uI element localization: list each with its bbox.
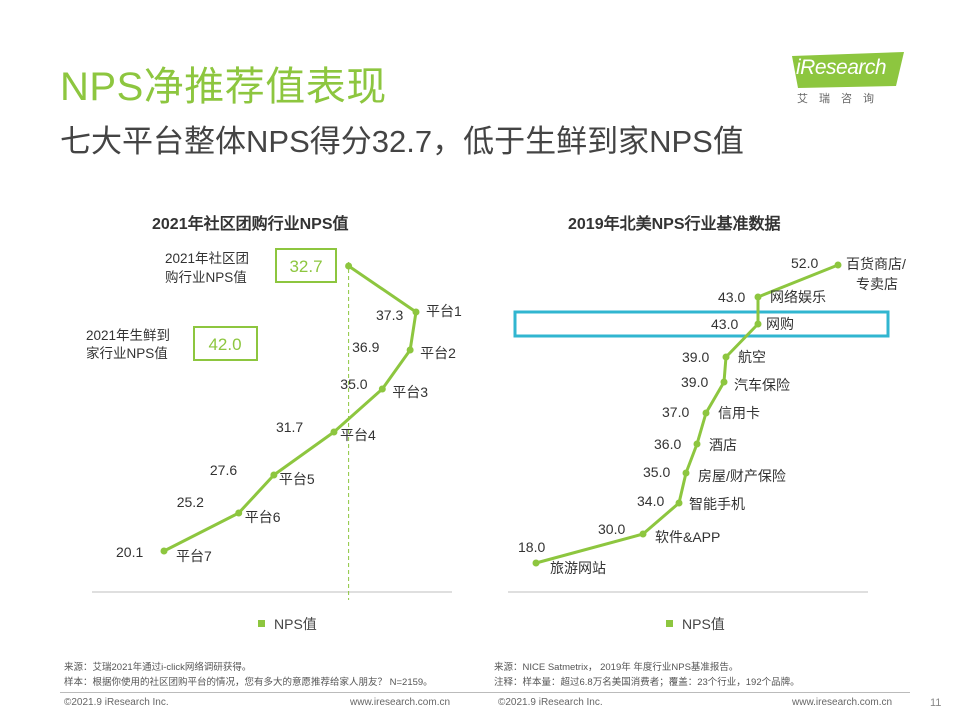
right-category-label-8: 房屋/财产保险 [698,468,786,484]
right-category-label-10: 软件&APP [655,529,720,545]
logo-cn-text: 艾瑞咨询 [797,93,885,105]
logo-badge-shape [792,52,904,88]
industry-value-text: 32.7 [289,257,322,276]
fresh-label-line2: 家行业NPS值 [86,345,168,361]
right-value-label-6: 37.0 [662,404,689,420]
left-point-2 [406,346,414,354]
right-point-8 [682,469,690,477]
right-chart-title: 2019年北美NPS行业基准数据 [568,216,781,233]
left-point-7 [160,547,168,555]
right-category-label-11: 旅游网站 [550,560,606,576]
right-category-label-3: 网购 [766,316,794,332]
left-point-3 [378,385,386,393]
right-point-7 [693,440,701,448]
left-chart-title: 2021年社区团购行业NPS值 [152,216,349,233]
right-value-label-5: 39.0 [681,374,708,390]
footer-copyright-right: ©2021.9 iResearch Inc. [498,697,603,708]
right-point-3 [754,320,762,328]
left-point-1 [412,308,420,316]
left-category-label-1: 平台1 [426,303,462,319]
left-legend-label: NPS值 [274,616,317,632]
right-point-9 [675,499,683,507]
iresearch-logo: iResearch 艾瑞咨询 [792,52,910,106]
left-note-sample: 样本：根据你使用的社区团购平台的情况，您有多大的意愿推荐给家人朋友？ N=215… [64,677,433,688]
fresh-label-line1: 2021年生鲜到 [86,328,170,343]
left-point-6 [235,509,243,517]
right-value-label-9: 34.0 [637,493,664,509]
logo-brand-text: iResearch [796,56,887,79]
right-category-label-7: 酒店 [709,437,737,453]
left-point-4 [330,428,338,436]
footer-url-left: www.iresearch.com.cn [350,697,451,708]
right-category-label-1: 百货商店/ [846,256,906,272]
left-category-label-6: 平台6 [245,509,281,525]
left-value-label-4: 31.7 [276,419,303,435]
right-notes: 来源：NICE Satmetrix， 2019年 年度行业NPS基准报告。 注释… [494,660,800,690]
industry-label-line2: 购行业NPS值 [165,270,247,285]
industry-label-line1: 2021年社区团 [165,251,249,266]
right-point-6 [702,409,710,417]
right-value-label-11: 18.0 [518,539,545,555]
right-legend-label: NPS值 [682,616,725,632]
right-note-source: 来源：NICE Satmetrix， 2019年 年度行业NPS基准报告。 [494,662,739,673]
right-category-label-5: 汽车保险 [734,377,790,393]
highlight-box-online-shopping [513,310,890,338]
right-value-label-4: 39.0 [682,349,709,365]
industry-value-box [275,248,337,283]
left-value-label-2: 36.9 [352,339,379,355]
footer-url-right: www.iresearch.com.cn [792,697,893,708]
footer-copyright-left: ©2021.9 iResearch Inc. [64,697,169,708]
right-value-label-1: 52.0 [791,255,818,271]
left-category-label-7: 平台7 [176,548,212,564]
left-value-label-6: 25.2 [177,494,204,510]
right-category-label-1-line2: 专卖店 [856,276,898,292]
right-category-label-6: 信用卡 [718,405,760,421]
legend-marker [666,619,673,627]
right-value-label-8: 35.0 [643,464,670,480]
right-legend: NPS值 [666,614,725,634]
left-value-label-7: 20.1 [116,544,143,560]
right-value-label-7: 36.0 [654,436,681,452]
left-notes: 来源：艾瑞2021年通过i-click网络调研获得。 样本：根据你使用的社区团购… [64,660,433,690]
left-value-label-1: 37.3 [376,307,403,323]
page-subtitle: 七大平台整体NPS得分32.7，低于生鲜到家NPS值 [60,124,744,159]
left-value-label-3: 35.0 [340,376,367,392]
page-title: NPS净推荐值表现 [60,65,387,109]
footer-divider [60,692,910,693]
right-point-1 [834,261,842,269]
right-value-label-2: 43.0 [718,289,745,305]
left-category-label-5: 平台5 [279,471,315,487]
right-value-label-3: 43.0 [711,316,738,332]
left-category-label-4: 平台4 [340,427,376,443]
fresh-value-text: 42.0 [208,335,241,354]
left-series-line [163,264,418,553]
left-category-label-2: 平台2 [420,345,456,361]
right-point-10 [639,530,647,538]
right-category-label-2: 网络娱乐 [770,289,826,305]
left-point-5 [270,471,278,479]
page-number: 11 [930,697,942,709]
legend-marker [258,619,265,627]
fresh-value-box [193,326,258,361]
right-value-label-10: 30.0 [598,521,625,537]
right-category-label-9: 智能手机 [689,496,745,512]
right-point-4 [722,353,730,361]
right-point-11 [532,559,540,567]
left-value-label-5: 27.6 [210,462,237,478]
industry-avg-point [345,262,353,270]
left-category-label-3: 平台3 [392,384,428,400]
right-point-5 [720,378,728,386]
right-note-annotation: 注释：样本量：超过6.8万名美国消费者；覆盖：23个行业，192个品牌。 [494,677,800,688]
right-point-2 [754,293,762,301]
left-note-source: 来源：艾瑞2021年通过i-click网络调研获得。 [64,662,252,673]
right-category-label-4: 航空 [738,349,766,365]
left-legend: NPS值 [258,614,317,634]
